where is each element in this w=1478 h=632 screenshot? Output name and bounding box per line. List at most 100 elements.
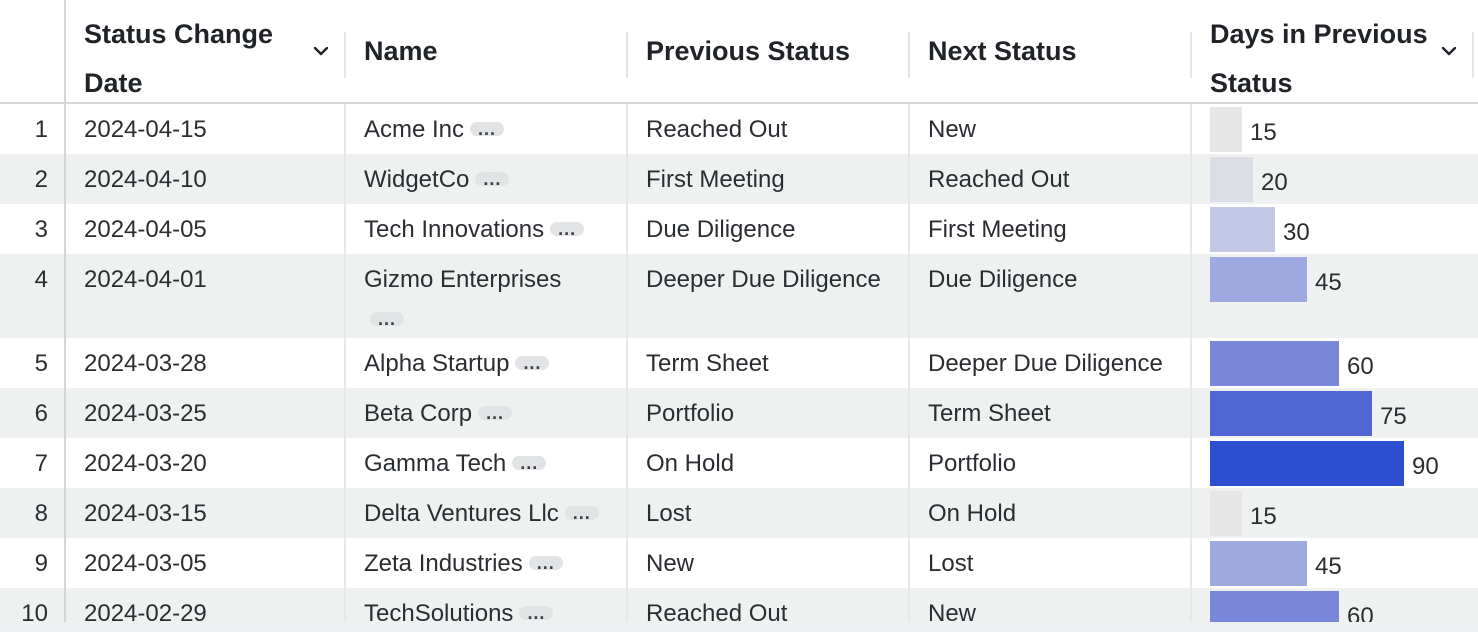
column-header-name[interactable]: Name: [346, 0, 628, 102]
status-change-date-cell[interactable]: 2024-04-15: [66, 104, 346, 154]
days-bar: [1210, 107, 1242, 152]
table-row[interactable]: 1 2024-04-15 Acme Inc Reached Out New 15: [0, 104, 1478, 154]
chevron-down-icon[interactable]: [1440, 42, 1458, 60]
next-status-cell[interactable]: Deeper Due Diligence: [910, 338, 1192, 388]
more-horizontal-icon[interactable]: [528, 548, 563, 588]
name-cell[interactable]: WidgetCo: [346, 154, 628, 204]
name-cell[interactable]: Gamma Tech: [346, 438, 628, 488]
column-divider[interactable]: [626, 32, 628, 78]
column-divider[interactable]: [908, 32, 910, 78]
days-value: 15: [1250, 119, 1277, 146]
cell-divider: [626, 588, 628, 632]
previous-status-cell[interactable]: Deeper Due Diligence: [628, 254, 910, 338]
previous-status-cell[interactable]: First Meeting: [628, 154, 910, 204]
status-change-date-cell[interactable]: 2024-04-05: [66, 204, 346, 254]
row-number-divider: [64, 0, 66, 622]
column-header-next-status[interactable]: Next Status: [910, 0, 1192, 102]
days-in-previous-status-cell[interactable]: 20: [1192, 154, 1478, 204]
next-status-cell[interactable]: First Meeting: [910, 204, 1192, 254]
previous-status-cell[interactable]: Due Diligence: [628, 204, 910, 254]
column-divider[interactable]: [344, 32, 346, 78]
next-status-cell[interactable]: Reached Out: [910, 154, 1192, 204]
table-row[interactable]: 6 2024-03-25 Beta Corp Portfolio Term Sh…: [0, 388, 1478, 438]
status-change-date-cell[interactable]: 2024-04-01: [66, 254, 346, 338]
more-horizontal-icon[interactable]: [550, 214, 585, 254]
days-bar: [1210, 341, 1339, 386]
cell-divider: [1190, 104, 1192, 154]
cell-divider: [908, 388, 910, 438]
column-header-label: Name: [364, 36, 438, 66]
status-change-date-cell[interactable]: 2024-03-28: [66, 338, 346, 388]
table-row[interactable]: 5 2024-03-28 Alpha Startup Term Sheet De…: [0, 338, 1478, 388]
column-divider[interactable]: [1190, 32, 1192, 78]
next-status-cell[interactable]: New: [910, 104, 1192, 154]
more-horizontal-icon[interactable]: [470, 114, 505, 154]
cell-divider: [344, 388, 346, 438]
days-value: 75: [1380, 403, 1407, 430]
cell-divider: [1190, 154, 1192, 204]
more-horizontal-icon[interactable]: [519, 598, 554, 632]
status-change-date-cell[interactable]: 2024-03-20: [66, 438, 346, 488]
name-cell[interactable]: Delta Ventures Llc: [346, 488, 628, 538]
more-horizontal-icon[interactable]: [475, 164, 510, 204]
name-cell[interactable]: Zeta Industries: [346, 538, 628, 588]
status-change-date-cell[interactable]: 2024-03-15: [66, 488, 346, 538]
previous-status-cell[interactable]: On Hold: [628, 438, 910, 488]
cell-divider: [1190, 538, 1192, 588]
more-horizontal-icon[interactable]: [564, 498, 599, 538]
previous-status: Portfolio: [646, 400, 735, 427]
name-cell[interactable]: Beta Corp: [346, 388, 628, 438]
status-change-date-cell[interactable]: 2024-03-05: [66, 538, 346, 588]
company-name: Zeta Industries: [364, 550, 523, 577]
more-horizontal-icon[interactable]: [370, 304, 404, 344]
table-row[interactable]: 3 2024-04-05 Tech Innovations Due Dilige…: [0, 204, 1478, 254]
row-number: 9: [34, 550, 48, 577]
next-status-cell[interactable]: Lost: [910, 538, 1192, 588]
row-number: 6: [34, 400, 48, 427]
days-in-previous-status-cell[interactable]: 15: [1192, 104, 1478, 154]
next-status: Deeper Due Diligence: [928, 350, 1163, 377]
name-wrap: Zeta Industries: [364, 544, 616, 588]
next-status-cell[interactable]: On Hold: [910, 488, 1192, 538]
column-divider[interactable]: [1472, 32, 1474, 78]
days-value: 60: [1347, 353, 1374, 380]
days-in-previous-status-cell[interactable]: 30: [1192, 204, 1478, 254]
days-in-previous-status-cell[interactable]: 60: [1192, 338, 1478, 388]
previous-status-cell[interactable]: Reached Out: [628, 104, 910, 154]
table-row[interactable]: 4 2024-04-01 Gizmo Enterprises Deeper Du…: [0, 254, 1478, 344]
more-horizontal-icon[interactable]: [512, 448, 547, 488]
days-in-previous-status-cell[interactable]: 90: [1192, 438, 1478, 488]
more-horizontal-icon[interactable]: [515, 348, 550, 388]
previous-status-cell[interactable]: New: [628, 538, 910, 588]
name-cell[interactable]: Alpha Startup: [346, 338, 628, 388]
name-cell[interactable]: Acme Inc: [346, 104, 628, 154]
previous-status-cell[interactable]: Term Sheet: [628, 338, 910, 388]
previous-status-cell[interactable]: Lost: [628, 488, 910, 538]
days-in-previous-status-cell[interactable]: 45: [1192, 538, 1478, 588]
next-status-cell[interactable]: Due Diligence: [910, 254, 1192, 338]
next-status-cell[interactable]: Term Sheet: [910, 388, 1192, 438]
status-change-date: 2024-03-15: [84, 500, 207, 527]
days-in-previous-status-cell[interactable]: 45: [1192, 254, 1478, 338]
row-number: 3: [34, 216, 48, 243]
table-row[interactable]: 9 2024-03-05 Zeta Industries New Lost 45: [0, 538, 1478, 588]
scroll-track[interactable]: [0, 622, 1478, 632]
column-header-status-change-date[interactable]: Status Change Date: [66, 0, 346, 102]
previous-status-cell[interactable]: Portfolio: [628, 388, 910, 438]
column-header-days-in-previous-status[interactable]: Days in Previous Status: [1192, 0, 1478, 102]
table-row[interactable]: 7 2024-03-20 Gamma Tech On Hold Portfoli…: [0, 438, 1478, 488]
days-in-previous-status-cell[interactable]: 75: [1192, 388, 1478, 438]
days-in-previous-status-cell[interactable]: 15: [1192, 488, 1478, 538]
table-row[interactable]: 8 2024-03-15 Delta Ventures Llc Lost On …: [0, 488, 1478, 538]
table-row[interactable]: 2 2024-04-10 WidgetCo First Meeting Reac…: [0, 154, 1478, 204]
status-change-date-cell[interactable]: 2024-03-25: [66, 388, 346, 438]
chevron-down-icon[interactable]: [312, 42, 330, 60]
status-change-date-cell[interactable]: 2024-04-10: [66, 154, 346, 204]
name-cell[interactable]: Tech Innovations: [346, 204, 628, 254]
days-bar: [1210, 491, 1242, 536]
more-horizontal-icon[interactable]: [478, 398, 513, 438]
column-header-previous-status[interactable]: Previous Status: [628, 0, 910, 102]
name-cell[interactable]: Gizmo Enterprises: [346, 254, 628, 344]
row-number-cell: 2: [0, 154, 64, 204]
next-status-cell[interactable]: Portfolio: [910, 438, 1192, 488]
